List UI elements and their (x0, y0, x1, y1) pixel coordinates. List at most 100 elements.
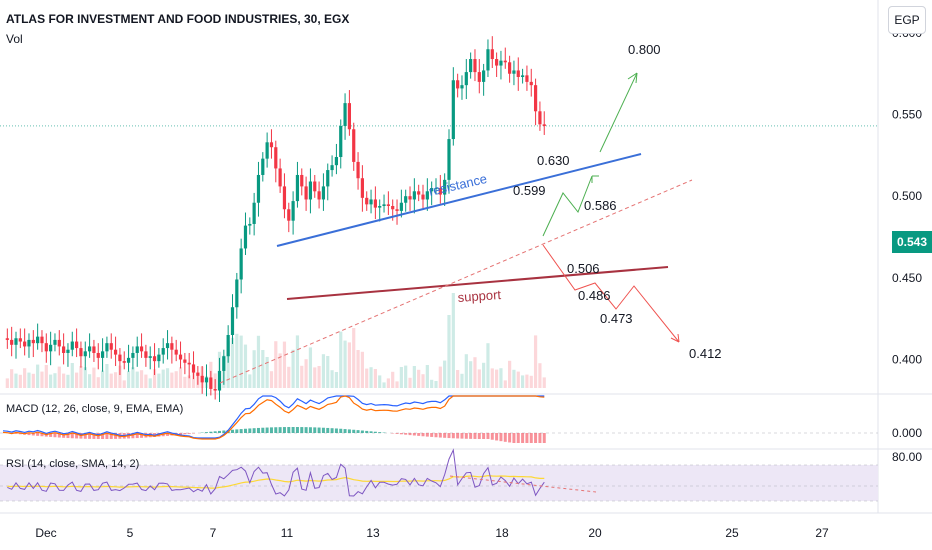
candle-body (451, 80, 455, 140)
volume-bar (183, 376, 187, 388)
candle-body (516, 70, 520, 77)
candle-body (529, 81, 533, 86)
candle-body (31, 339, 35, 344)
volume-bar (287, 366, 291, 388)
volume-bar (456, 370, 460, 388)
volume-bar (490, 368, 494, 388)
candle-body (382, 204, 386, 206)
candle-body (313, 181, 317, 192)
volume-bar (256, 335, 261, 388)
macd-histogram-bar (447, 433, 451, 439)
candle-body (109, 343, 113, 350)
macd-histogram-bar (31, 433, 35, 436)
price-tick: 0.400 (892, 353, 922, 367)
macd-histogram-bar (308, 427, 312, 433)
volume-bar (464, 354, 468, 388)
candle-body (49, 344, 53, 352)
candle-body (196, 372, 200, 376)
candle-body (460, 85, 464, 89)
macd-histogram-bar (399, 433, 403, 435)
macd-histogram-bar (334, 428, 338, 433)
candle-body (88, 346, 92, 352)
macd-histogram-bar (495, 433, 499, 441)
candle-body (92, 346, 96, 353)
signal-line (2, 395, 545, 440)
candle-body (148, 356, 152, 358)
macd-histogram-bar (521, 433, 525, 443)
volume-bar (438, 366, 442, 388)
volume-bar (239, 335, 243, 388)
volume-bar (508, 360, 512, 388)
macd-histogram-bar (378, 432, 382, 433)
macd-histogram-bar (183, 433, 187, 435)
volume-bar (430, 379, 434, 388)
time-tick: 7 (210, 526, 217, 540)
macd-histogram-bar (404, 433, 408, 435)
drawings: resistancesupport0.8000.6300.5990.5860.5… (219, 42, 722, 384)
macd-histogram-bar (265, 427, 269, 433)
volume-bars (5, 293, 546, 388)
volume-bar (161, 369, 165, 388)
volume-bar (421, 374, 425, 388)
volume-bar (282, 341, 287, 388)
candle-body (209, 377, 213, 389)
candle-body (356, 161, 360, 179)
volume-bar (139, 370, 144, 388)
currency-button[interactable]: EGP (888, 6, 926, 34)
macd-histogram-bar (40, 433, 44, 437)
macd-histogram-bar (295, 427, 299, 433)
volume-bar (443, 360, 447, 388)
candle-body (499, 60, 503, 66)
candle-body (217, 370, 222, 391)
macd-histogram-bar (529, 433, 533, 443)
candle-body (447, 139, 451, 180)
macd-histogram-bar (36, 433, 40, 436)
candle-body (456, 80, 460, 89)
rsi-label: RSI (14, close, SMA, 14, 2) (6, 458, 140, 470)
time-tick: Dec (35, 526, 56, 540)
volume-bar (57, 366, 61, 388)
volume-bar (482, 362, 486, 388)
volume-bar (343, 340, 347, 388)
candle-body (75, 341, 79, 349)
candle-body (295, 174, 300, 202)
candle-body (443, 179, 447, 195)
macd-histogram-bar (166, 433, 170, 436)
time-tick: 25 (725, 526, 739, 540)
macd-histogram-bar (105, 433, 109, 439)
volume-bar (503, 380, 507, 388)
candle-body (174, 349, 178, 355)
macd-histogram-bar (451, 433, 455, 439)
candle-body (386, 204, 390, 206)
macd-histogram-bar (235, 429, 239, 433)
candle-body (135, 346, 139, 353)
macd-histogram-bar (443, 433, 447, 438)
macd-histogram-bar (218, 430, 221, 433)
candle-body (334, 157, 339, 166)
macd-histogram-bar (222, 430, 226, 433)
macd-histogram-bar (248, 428, 252, 433)
macd-histogram-bar (464, 433, 468, 439)
macd-histogram-bar (75, 433, 79, 439)
volume-bar (5, 378, 9, 388)
macd-histogram-bar (92, 433, 96, 439)
candle-body (122, 361, 126, 363)
macd-histogram-bar (135, 433, 139, 439)
level-label: 0.473 (600, 311, 633, 326)
price-tick: 0.500 (892, 189, 922, 203)
volume-bar (261, 350, 265, 388)
macd-histogram-bar (339, 428, 343, 433)
volume-bar (451, 293, 455, 388)
volume-bar (126, 371, 131, 388)
macd-histogram-bar (304, 427, 308, 433)
candles (5, 36, 546, 402)
macd-histogram-bar (352, 429, 356, 433)
candle-body (352, 129, 356, 162)
macd-histogram-bar (213, 431, 217, 433)
rsi-pane: 80.00 (0, 448, 922, 502)
candle-body (308, 181, 313, 200)
macd-histogram-bar (179, 433, 183, 435)
volume-bar (92, 367, 96, 388)
volume-bar (75, 372, 79, 388)
macd-histogram-bar (274, 427, 278, 433)
